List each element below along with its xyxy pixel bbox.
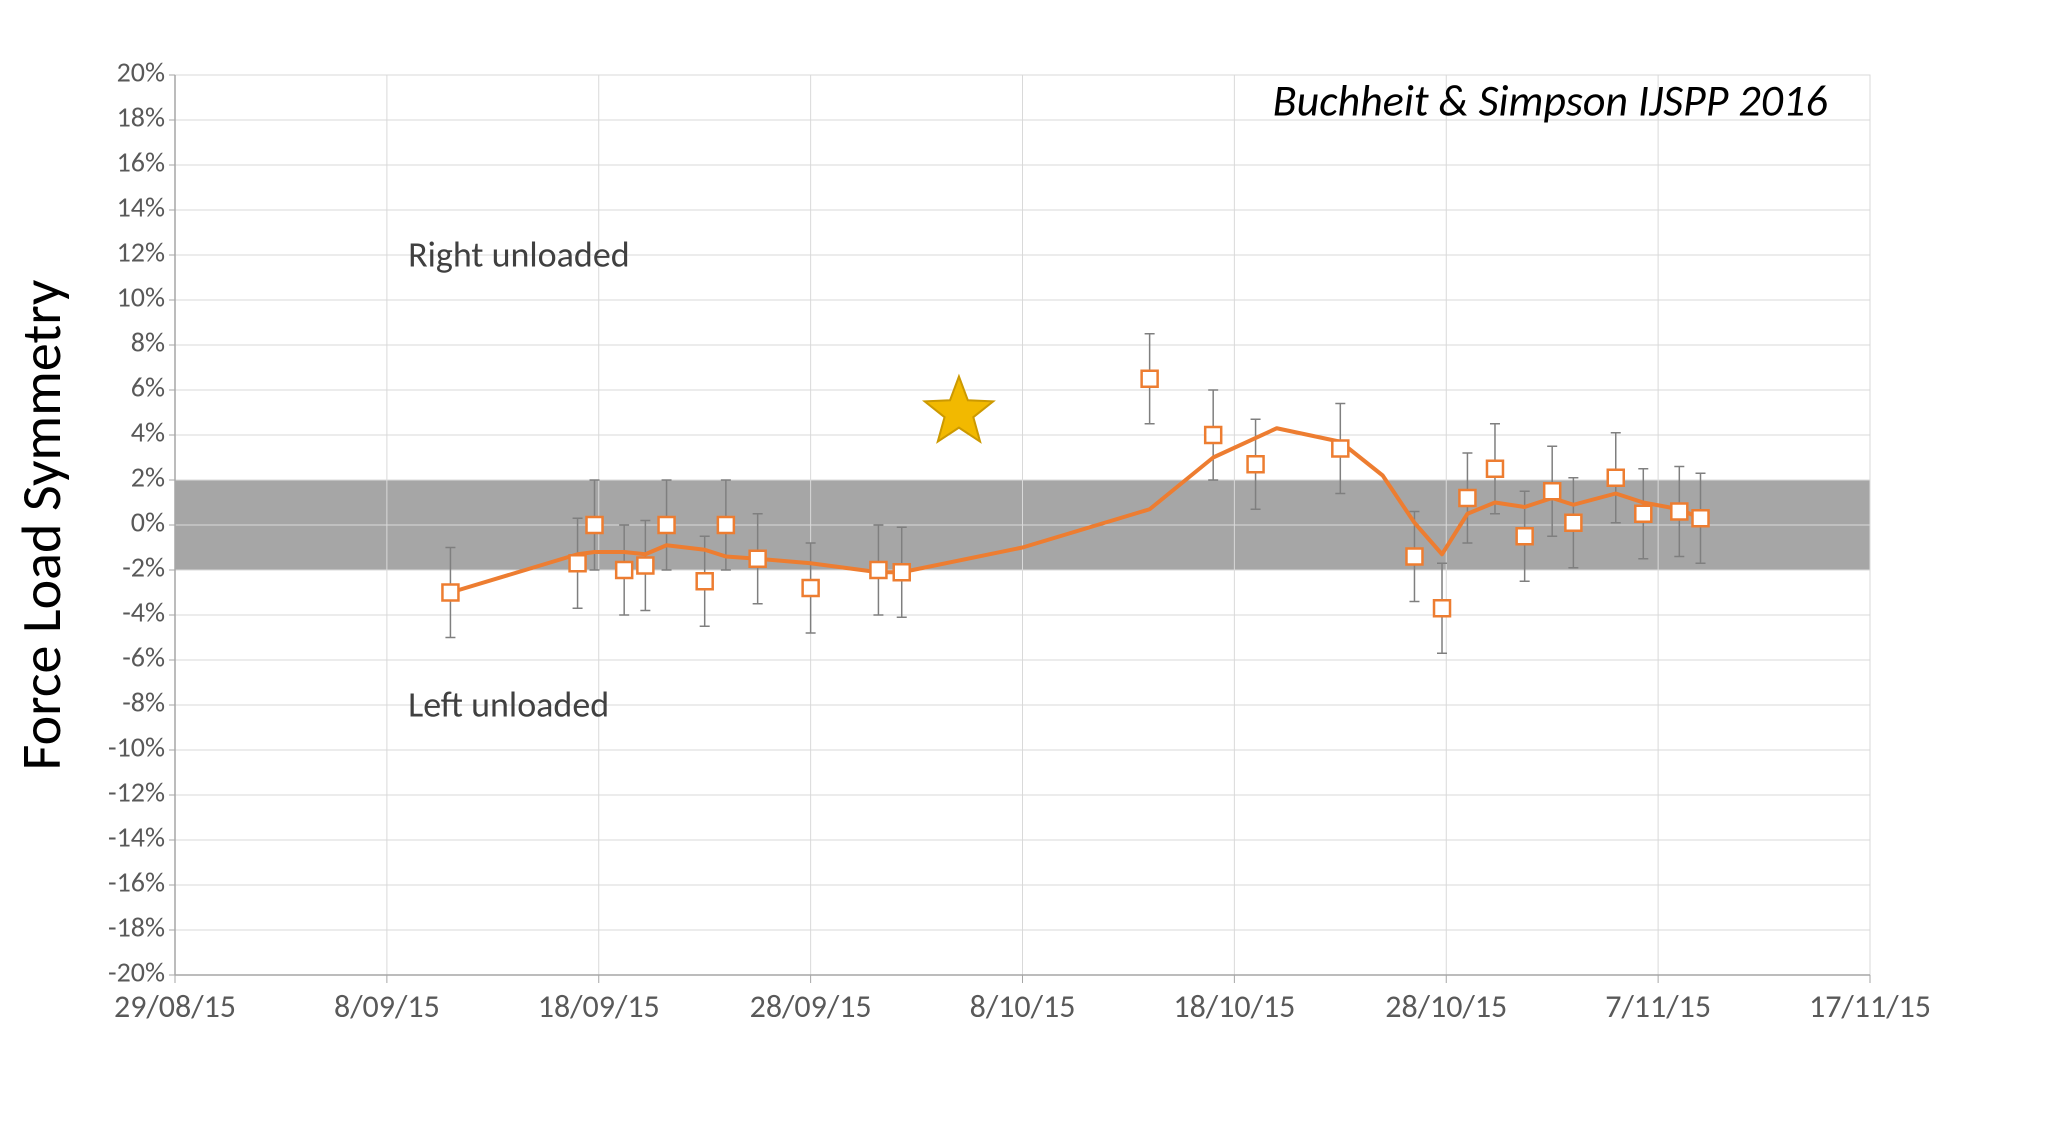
data-marker bbox=[1693, 510, 1709, 526]
data-marker bbox=[1332, 441, 1348, 457]
data-marker bbox=[870, 562, 886, 578]
y-tick-label: 16% bbox=[117, 145, 165, 180]
y-tick-label: 20% bbox=[117, 55, 165, 90]
y-tick-label: -16% bbox=[108, 865, 165, 900]
x-tick-label: 17/11/15 bbox=[1809, 987, 1931, 1026]
data-marker bbox=[570, 555, 586, 571]
data-marker bbox=[697, 573, 713, 589]
x-tick-label: 29/08/15 bbox=[114, 987, 236, 1026]
data-marker bbox=[750, 551, 766, 567]
data-marker bbox=[659, 517, 675, 533]
data-marker bbox=[616, 562, 632, 578]
y-tick-label: 14% bbox=[117, 190, 165, 225]
y-tick-label: 4% bbox=[131, 415, 165, 450]
y-tick-label: -20% bbox=[108, 955, 165, 990]
x-tick-label: 18/09/15 bbox=[538, 987, 660, 1026]
y-tick-label: 2% bbox=[131, 460, 165, 495]
data-marker bbox=[1142, 371, 1158, 387]
y-tick-label: 0% bbox=[131, 505, 165, 540]
data-marker bbox=[718, 517, 734, 533]
data-marker bbox=[1434, 600, 1450, 616]
data-marker bbox=[1635, 506, 1651, 522]
y-tick-label: -18% bbox=[108, 910, 165, 945]
y-tick-label: -10% bbox=[108, 730, 165, 765]
data-marker bbox=[1608, 470, 1624, 486]
data-marker bbox=[1459, 490, 1475, 506]
left-unloaded-label: Left unloaded bbox=[408, 682, 609, 726]
y-tick-label: -14% bbox=[108, 820, 165, 855]
data-marker bbox=[894, 564, 910, 580]
y-tick-label: -12% bbox=[108, 775, 165, 810]
data-marker bbox=[1248, 456, 1264, 472]
y-tick-label: -8% bbox=[122, 685, 165, 720]
data-marker bbox=[1671, 504, 1687, 520]
citation-label: Buchheit & Simpson IJSPP 2016 bbox=[1273, 74, 1828, 128]
data-marker bbox=[1205, 427, 1221, 443]
force-load-symmetry-chart: -20% -18% -16% -14% -12% -10% -8% -6% -4% -2% 0% 2%… bbox=[0, 0, 2048, 1138]
data-marker bbox=[442, 585, 458, 601]
x-tick-label: 28/09/15 bbox=[750, 987, 872, 1026]
y-tick-label: 18% bbox=[117, 100, 165, 135]
y-tick-label: 12% bbox=[117, 235, 165, 270]
data-marker bbox=[803, 580, 819, 596]
data-marker bbox=[1487, 461, 1503, 477]
right-unloaded-label: Right unloaded bbox=[408, 232, 630, 276]
y-tick-label: 8% bbox=[131, 325, 165, 360]
y-tick-label: 6% bbox=[131, 370, 165, 405]
y-tick-label: 10% bbox=[117, 280, 165, 315]
data-marker bbox=[1565, 515, 1581, 531]
y-tick-label: -2% bbox=[122, 550, 165, 585]
y-tick-label: -4% bbox=[122, 595, 165, 630]
data-marker bbox=[1544, 483, 1560, 499]
x-tick-label: 8/09/15 bbox=[334, 987, 440, 1026]
y-tick-label: -6% bbox=[122, 640, 165, 675]
data-marker bbox=[1517, 528, 1533, 544]
x-tick-label: 7/11/15 bbox=[1605, 987, 1711, 1026]
data-marker bbox=[587, 517, 603, 533]
x-tick-label: 8/10/15 bbox=[970, 987, 1076, 1026]
x-tick-label: 18/10/15 bbox=[1173, 987, 1295, 1026]
data-marker bbox=[1406, 549, 1422, 565]
x-tick-label: 28/10/15 bbox=[1385, 987, 1507, 1026]
data-marker bbox=[637, 558, 653, 574]
y-axis-title: Force Load Symmetry bbox=[8, 280, 76, 771]
